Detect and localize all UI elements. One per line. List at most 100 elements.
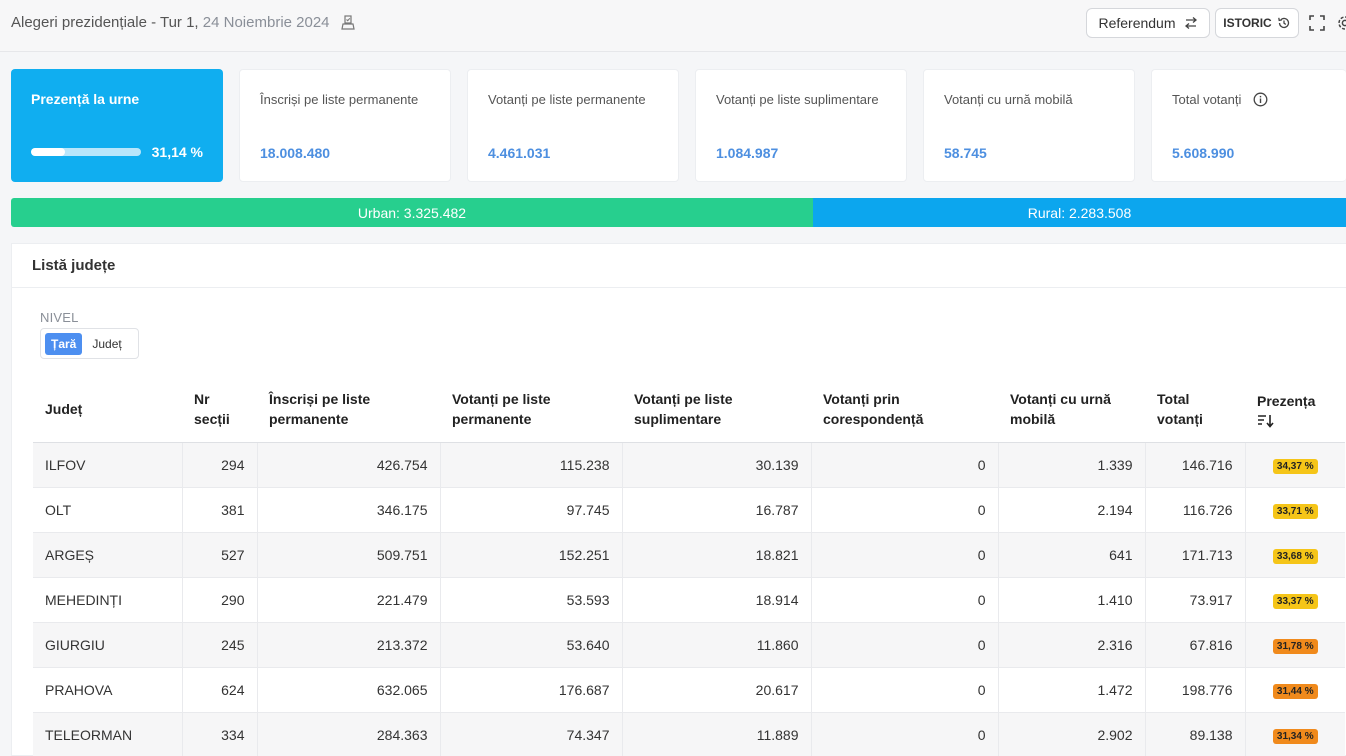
swap-icon xyxy=(1184,17,1197,29)
column-header-votanti-permanente[interactable]: Votanți pe liste permanente xyxy=(440,377,622,443)
cell-coresp: 0 xyxy=(811,622,999,668)
stat-value: 4.461.031 xyxy=(488,145,551,161)
cell-perm: 74.347 xyxy=(440,712,623,756)
presence-percent: 31,14 % xyxy=(151,144,203,160)
cell-sectii: 381 xyxy=(182,487,258,533)
cell-judet: GIURGIU xyxy=(33,622,183,668)
table-row[interactable]: ILFOV 294 426.754 115.238 30.139 0 1.339 146.71… xyxy=(33,442,1345,488)
cell-total: 67.816 xyxy=(1145,622,1246,668)
cell-judet: ARGEȘ xyxy=(33,532,183,578)
cell-prezenta: 33,71 % xyxy=(1245,487,1345,533)
ballot-icon xyxy=(340,15,355,30)
stat-label: Înscriși pe liste permanente xyxy=(260,92,419,107)
column-header-prezenta[interactable]: Prezența xyxy=(1245,377,1345,443)
table-row[interactable]: GIURGIU 245 213.372 53.640 11.860 0 2.316 67.81… xyxy=(33,622,1345,668)
cell-supl: 11.860 xyxy=(622,622,812,668)
cell-prezenta: 31,34 % xyxy=(1245,712,1345,756)
cell-prezenta: 33,37 % xyxy=(1245,577,1345,623)
cell-mobila: 641 xyxy=(998,532,1146,578)
settings-icon[interactable] xyxy=(1336,14,1346,32)
prezenta-badge: 31,78 % xyxy=(1272,638,1318,654)
cell-sectii: 294 xyxy=(182,442,258,488)
prezenta-badge: 31,44 % xyxy=(1272,683,1318,699)
cell-supl: 18.821 xyxy=(622,532,812,578)
table-row[interactable]: TELEORMAN 334 284.363 74.347 11.889 0 2.902 89.… xyxy=(33,712,1345,756)
counties-table: Județ Nr secții Înscriși pe liste perman… xyxy=(33,377,1345,756)
info-icon[interactable] xyxy=(1253,92,1268,107)
stat-value: 5.608.990 xyxy=(1172,145,1235,161)
column-header-urna-mobila[interactable]: Votanți cu urnă mobilă xyxy=(998,377,1145,443)
cell-perm: 115.238 xyxy=(440,442,623,488)
cell-perm: 152.251 xyxy=(440,532,623,578)
cell-prezenta: 31,44 % xyxy=(1245,667,1345,713)
cell-mobila: 1.339 xyxy=(998,442,1146,488)
fullscreen-icon[interactable] xyxy=(1308,14,1326,32)
nivel-option-judet[interactable]: Județ xyxy=(92,336,122,351)
cell-mobila: 2.902 xyxy=(998,712,1146,756)
cell-perm: 53.640 xyxy=(440,622,623,668)
presence-label: Prezență la urne xyxy=(31,91,140,107)
cell-perm: 53.593 xyxy=(440,577,623,623)
cell-coresp: 0 xyxy=(811,667,999,713)
cell-sectii: 290 xyxy=(182,577,258,623)
cell-judet: TELEORMAN xyxy=(33,712,183,756)
referendum-button[interactable]: Referendum xyxy=(1086,8,1210,38)
column-header-total[interactable]: Total votanți xyxy=(1145,377,1245,443)
stat-label: Votanți pe liste suplimentare xyxy=(716,92,879,107)
cell-sectii: 624 xyxy=(182,667,258,713)
panel-title: Listă județe xyxy=(32,257,116,274)
column-header-judet[interactable]: Județ xyxy=(33,377,182,443)
stat-value: 18.008.480 xyxy=(260,145,331,161)
cell-inscrisi: 509.751 xyxy=(257,532,441,578)
prezenta-badge: 31,34 % xyxy=(1272,728,1318,744)
top-bar: Alegeri prezidențiale - Tur 1, 24 Noiemb… xyxy=(0,0,1346,52)
istoric-button[interactable]: ISTORIC xyxy=(1215,8,1299,38)
prezenta-badge: 33,68 % xyxy=(1272,548,1318,564)
cell-prezenta: 33,68 % xyxy=(1245,532,1345,578)
prezenta-badge: 34,37 % xyxy=(1272,458,1318,474)
istoric-label: ISTORIC xyxy=(1223,16,1272,30)
column-header-sectii[interactable]: Nr secții xyxy=(182,377,257,443)
prezenta-badge: 33,71 % xyxy=(1272,503,1318,519)
table-row[interactable]: PRAHOVA 624 632.065 176.687 20.617 0 1.472 198.… xyxy=(33,667,1345,713)
table-row[interactable]: ARGEȘ 527 509.751 152.251 18.821 0 641 171.713 3… xyxy=(33,532,1345,578)
cell-total: 116.726 xyxy=(1145,487,1246,533)
cell-judet: ILFOV xyxy=(33,442,183,488)
presence-progress-bar xyxy=(31,148,141,156)
cell-coresp: 0 xyxy=(811,487,999,533)
cell-inscrisi: 213.372 xyxy=(257,622,441,668)
table-row[interactable]: OLT 381 346.175 97.745 16.787 0 2.194 116.726 33… xyxy=(33,487,1345,533)
cell-supl: 30.139 xyxy=(622,442,812,488)
sort-desc-icon[interactable] xyxy=(1257,414,1275,428)
cell-total: 73.917 xyxy=(1145,577,1246,623)
urban-rural-bar: Urban: 3.325.482 Rural: 2.283.508 xyxy=(11,198,1346,227)
table-row[interactable]: MEHEDINȚI 290 221.479 53.593 18.914 0 1.410 73.… xyxy=(33,577,1345,623)
presence-card: Prezență la urne 31,14 % xyxy=(11,69,223,182)
cell-judet: OLT xyxy=(33,487,183,533)
stat-card-votanti-suplimentare: Votanți pe liste suplimentare 1.084.987 xyxy=(695,69,907,182)
cell-supl: 20.617 xyxy=(622,667,812,713)
cell-mobila: 1.410 xyxy=(998,577,1146,623)
cell-perm: 176.687 xyxy=(440,667,623,713)
stat-label-text: Total votanți xyxy=(1172,92,1242,107)
column-header-corespondenta[interactable]: Votanți prin corespondență xyxy=(811,377,998,443)
stat-label: Votanți pe liste permanente xyxy=(488,92,646,107)
cell-inscrisi: 346.175 xyxy=(257,487,441,533)
cell-coresp: 0 xyxy=(811,712,999,756)
cell-coresp: 0 xyxy=(811,577,999,623)
cell-total: 198.776 xyxy=(1145,667,1246,713)
stat-label: Total votanți xyxy=(1172,90,1342,109)
urban-segment: Urban: 3.325.482 xyxy=(11,198,813,227)
stat-card-votanti-permanente: Votanți pe liste permanente 4.461.031 xyxy=(467,69,679,182)
column-header-votanti-suplimentare[interactable]: Votanți pe liste suplimentare xyxy=(622,377,811,443)
cell-prezenta: 34,37 % xyxy=(1245,442,1345,488)
cell-total: 146.716 xyxy=(1145,442,1246,488)
nivel-option-tara[interactable]: Țară xyxy=(45,332,83,355)
cell-coresp: 0 xyxy=(811,532,999,578)
column-header-inscrisi[interactable]: Înscriși pe liste permanente xyxy=(257,377,440,443)
cell-perm: 97.745 xyxy=(440,487,623,533)
divider xyxy=(12,287,1346,288)
cell-inscrisi: 426.754 xyxy=(257,442,441,488)
cell-prezenta: 31,78 % xyxy=(1245,622,1345,668)
page-title: Alegeri prezidențiale - Tur 1, 24 Noiemb… xyxy=(11,14,356,31)
